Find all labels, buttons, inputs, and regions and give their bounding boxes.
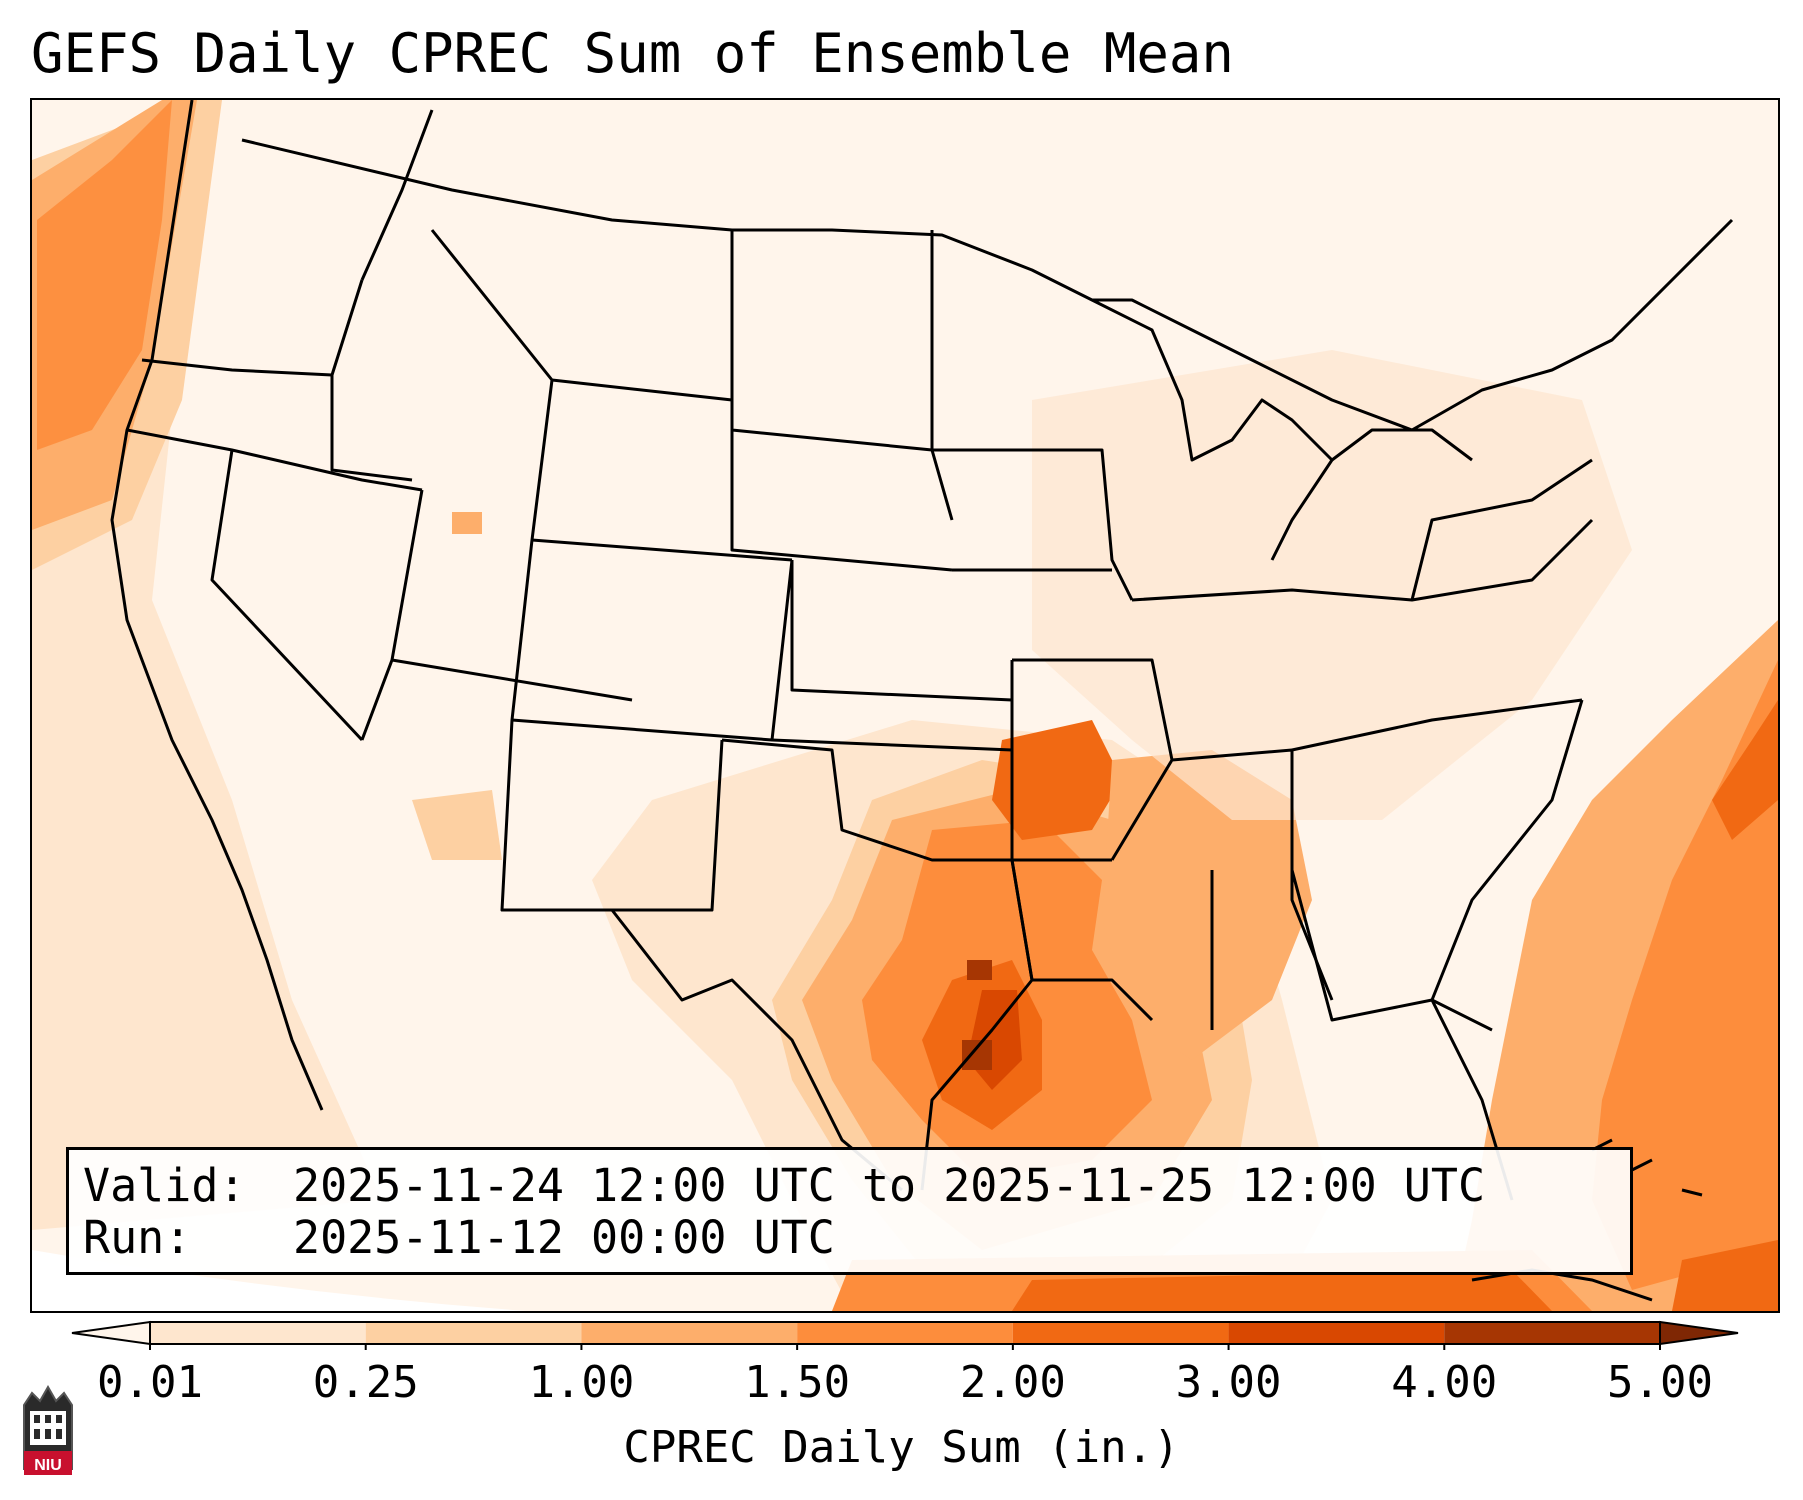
valid-label: Valid: bbox=[83, 1159, 246, 1212]
colorbar-tick-label: 3.00 bbox=[1175, 1357, 1282, 1408]
run-value: 2025-11-12 00:00 UTC bbox=[293, 1211, 835, 1264]
map-title: GEFS Daily CPREC Sum of Ensemble Mean bbox=[31, 22, 1234, 85]
colorbar-extend-low bbox=[71, 1320, 151, 1346]
colorbar-segment bbox=[1228, 1322, 1445, 1344]
colorbar-tick-label: 2.00 bbox=[959, 1357, 1066, 1408]
map-panel bbox=[30, 98, 1780, 1313]
run-label: Run: bbox=[83, 1211, 192, 1264]
boundary-lines bbox=[110, 100, 1734, 1201]
colorbar-tick-label: 1.00 bbox=[528, 1357, 635, 1408]
colorbar-segment bbox=[797, 1322, 1013, 1344]
colorbar-extend-high bbox=[1659, 1320, 1739, 1346]
colorbar-tick-label: 5.00 bbox=[1607, 1357, 1713, 1408]
precip-map bbox=[32, 100, 1778, 1311]
colorbar-segment bbox=[1012, 1322, 1229, 1344]
colorbar-label: CPREC Daily Sum (in.) bbox=[623, 1422, 1180, 1473]
colorbar-segment bbox=[581, 1322, 798, 1344]
colorbar-segment bbox=[365, 1322, 582, 1344]
colorbar-tick-label: 0.25 bbox=[312, 1357, 419, 1408]
niu-logo: NIU bbox=[23, 1385, 73, 1475]
colorbar-segment bbox=[1444, 1322, 1660, 1344]
colorbar-tick-label: 4.00 bbox=[1391, 1357, 1498, 1408]
valid-value: 2025-11-24 12:00 UTC to 2025-11-25 12:00… bbox=[293, 1159, 1486, 1212]
validity-info-box: Valid: 2025-11-24 12:00 UTC to 2025-11-2… bbox=[66, 1147, 1633, 1275]
colorbar-tick-label: 1.50 bbox=[744, 1357, 851, 1408]
niu-logo-text: NIU bbox=[34, 1457, 62, 1474]
colorbar bbox=[71, 1320, 1739, 1350]
colorbar-tick-label: 0.01 bbox=[97, 1357, 203, 1408]
precip-shading bbox=[32, 100, 1778, 1311]
colorbar-segment bbox=[150, 1322, 366, 1344]
